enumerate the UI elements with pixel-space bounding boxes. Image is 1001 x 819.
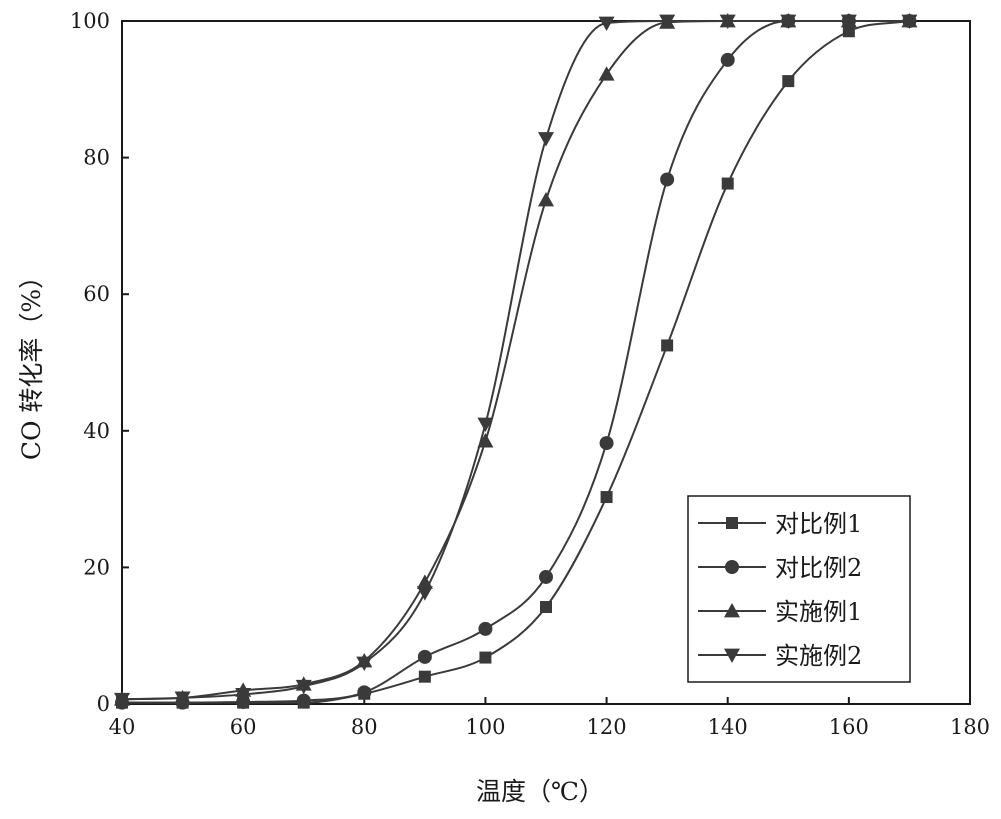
series-4-point bbox=[780, 14, 797, 29]
series-4-line bbox=[121, 20, 910, 701]
y-axis-title: CO 转化率（%） bbox=[17, 264, 46, 460]
y-tick-label: 20 bbox=[83, 555, 110, 579]
legend-label: 实施例2 bbox=[775, 642, 862, 670]
series-1-point bbox=[479, 651, 492, 664]
series-1-point bbox=[418, 670, 431, 683]
x-tick-label: 60 bbox=[230, 715, 257, 739]
series-4-point bbox=[235, 688, 252, 703]
x-tick-label: 100 bbox=[465, 715, 505, 739]
series-4-point bbox=[174, 691, 191, 706]
series-4-point bbox=[356, 656, 373, 672]
series-4-point bbox=[840, 14, 857, 29]
y-tick-label: 0 bbox=[97, 692, 110, 716]
legend-box bbox=[687, 495, 911, 683]
x-tick-label: 140 bbox=[708, 715, 748, 739]
x-tick-label: 180 bbox=[950, 715, 990, 739]
legend-marker bbox=[725, 560, 739, 574]
legend-label: 对比例1 bbox=[775, 510, 862, 538]
series-4-point bbox=[416, 586, 433, 601]
series-4-point bbox=[538, 132, 554, 147]
series-4-point bbox=[114, 692, 130, 708]
series-4-point bbox=[295, 679, 312, 695]
legend-item-4: 实施例2 bbox=[698, 642, 862, 670]
series-4-point bbox=[719, 14, 736, 29]
series-2-point bbox=[539, 569, 553, 584]
x-tick-label: 160 bbox=[829, 715, 869, 739]
legend-marker bbox=[724, 603, 740, 618]
series-1-point bbox=[782, 75, 795, 88]
x-tick-label: 80 bbox=[351, 715, 378, 739]
y-tick-label: 40 bbox=[83, 419, 110, 443]
series-2-point bbox=[660, 172, 675, 187]
x-axis-title: 温度（℃） bbox=[476, 777, 604, 806]
series-2-point bbox=[296, 693, 311, 708]
y-tick-label: 80 bbox=[83, 146, 110, 170]
series-4-point bbox=[659, 14, 676, 29]
legend: 对比例1 对比例2 实施例1 实施例2 bbox=[687, 495, 911, 683]
series-1-line bbox=[122, 20, 910, 704]
series-2-point bbox=[720, 52, 735, 67]
series-3-point bbox=[598, 66, 615, 81]
legend-item-3: 实施例1 bbox=[698, 598, 862, 626]
legend-item-1: 对比例1 bbox=[698, 510, 862, 538]
axis-ticks: 40 60 80 100 120 140 160 180 0 20 40 60 80 100 bbox=[70, 9, 990, 739]
legend-label: 实施例1 bbox=[775, 598, 862, 626]
x-tick-label: 40 bbox=[109, 715, 136, 739]
legend-marker bbox=[724, 648, 740, 663]
legend-item-2: 对比例2 bbox=[698, 554, 862, 582]
series-4 bbox=[114, 14, 918, 708]
legend-label: 对比例2 bbox=[775, 554, 862, 582]
series-1-point bbox=[842, 25, 855, 38]
series-3-point bbox=[477, 433, 494, 448]
y-tick-label: 60 bbox=[83, 282, 110, 306]
series-1-point bbox=[661, 339, 674, 352]
series-4-point bbox=[901, 14, 918, 29]
series-2-point bbox=[478, 621, 493, 636]
series-4-point bbox=[598, 16, 615, 32]
series-2-point bbox=[599, 436, 614, 451]
series-layer bbox=[114, 13, 918, 710]
series-1-point bbox=[600, 491, 613, 504]
series-2-line bbox=[122, 20, 910, 704]
y-tick-label: 100 bbox=[70, 9, 110, 33]
x-tick-label: 120 bbox=[587, 715, 627, 739]
series-1-point bbox=[540, 601, 552, 614]
series-1-point bbox=[721, 177, 734, 190]
series-3-point bbox=[538, 191, 554, 207]
series-2-point bbox=[417, 649, 432, 664]
series-4-point bbox=[477, 417, 494, 432]
legend-marker bbox=[726, 517, 738, 529]
series-2-point bbox=[357, 685, 372, 700]
